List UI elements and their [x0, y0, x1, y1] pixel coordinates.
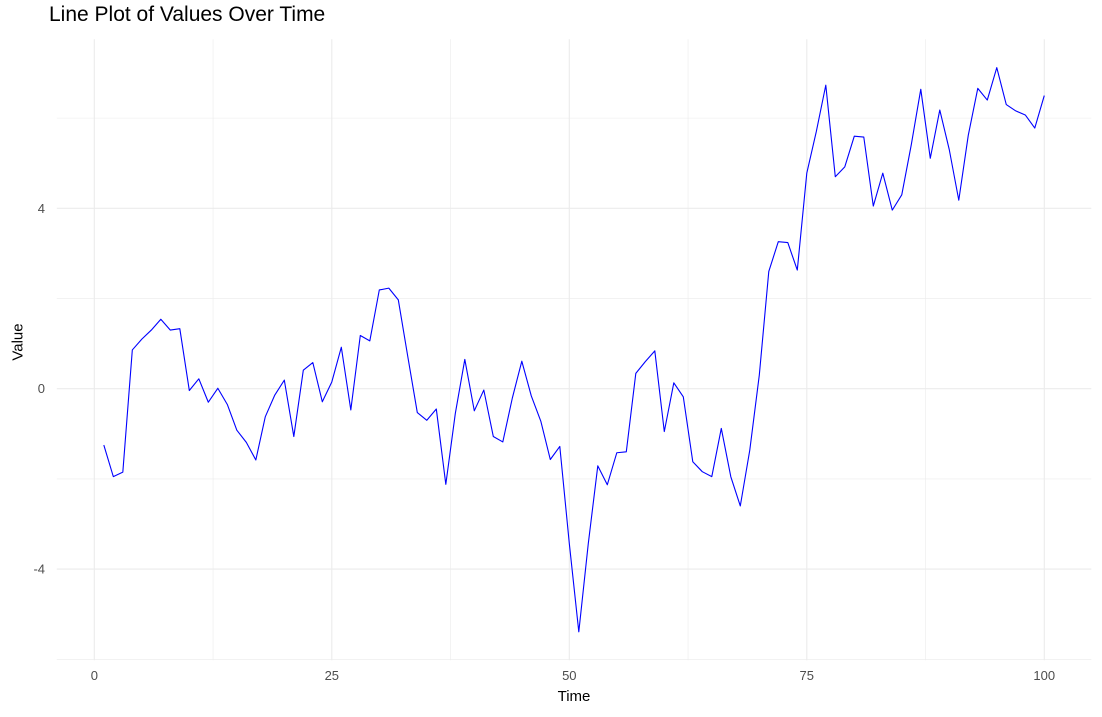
- grid-major-lines: [56, 39, 1092, 661]
- x-axis-tick-labels: 0 25 50 75 100: [91, 668, 1055, 683]
- y-tick-label: 0: [38, 381, 45, 396]
- x-tick-label: 0: [91, 668, 98, 683]
- y-axis-tick-labels: -4 0 4: [33, 201, 45, 577]
- x-axis-title: Time: [557, 688, 591, 705]
- x-tick-label: 100: [1033, 668, 1055, 683]
- value-line: [103, 67, 1045, 633]
- x-tick-label: 25: [325, 668, 339, 683]
- grid-minor-lines: [56, 39, 1092, 661]
- y-axis-title: Value: [9, 323, 27, 361]
- chart-title: Line Plot of Values Over Time: [49, 3, 326, 26]
- y-tick-label: -4: [33, 562, 45, 577]
- data-series: [103, 67, 1045, 633]
- x-tick-label: 50: [562, 668, 576, 683]
- y-tick-label: 4: [38, 201, 45, 216]
- x-tick-label: 75: [800, 668, 814, 683]
